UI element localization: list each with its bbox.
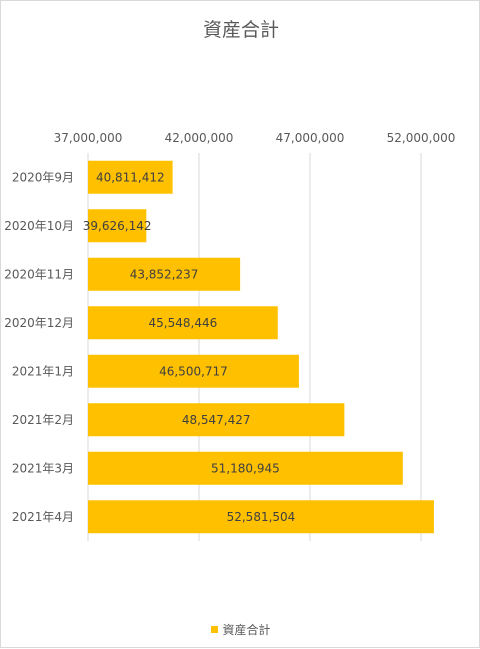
category-label: 2021年3月 — [12, 461, 74, 475]
data-label: 51,180,945 — [211, 461, 280, 475]
category-label: 2021年2月 — [12, 413, 74, 427]
bar — [88, 403, 345, 437]
bar — [88, 209, 147, 243]
x-tick-label: 37,000,000 — [54, 131, 123, 145]
legend-swatch — [211, 626, 219, 633]
x-tick-label: 42,000,000 — [165, 131, 234, 145]
data-label: 52,581,504 — [227, 510, 296, 524]
data-label: 40,811,412 — [96, 170, 165, 184]
x-tick-label: 47,000,000 — [276, 131, 345, 145]
category-label: 2021年1月 — [12, 364, 74, 378]
data-label: 39,626,142 — [83, 219, 152, 233]
category-label: 2021年4月 — [12, 510, 74, 524]
bar — [88, 451, 403, 485]
category-label: 2020年12月 — [4, 316, 74, 330]
data-label: 45,548,446 — [149, 316, 218, 330]
bar — [88, 306, 278, 340]
data-label: 43,852,237 — [130, 267, 199, 281]
chart-title: 資産合計 — [202, 19, 279, 41]
bar — [88, 160, 173, 194]
data-label: 48,547,427 — [182, 413, 251, 427]
data-label: 46,500,717 — [159, 364, 228, 378]
category-label: 2020年10月 — [4, 219, 74, 233]
legend-label: 資産合計 — [222, 623, 271, 637]
bar — [88, 257, 241, 291]
legend: 資産合計 — [1, 621, 480, 638]
x-tick-label: 52,000,000 — [387, 131, 456, 145]
bar — [88, 500, 434, 534]
category-label: 2020年9月 — [12, 170, 74, 184]
category-label: 2020年11月 — [4, 267, 74, 281]
bar — [88, 354, 299, 388]
